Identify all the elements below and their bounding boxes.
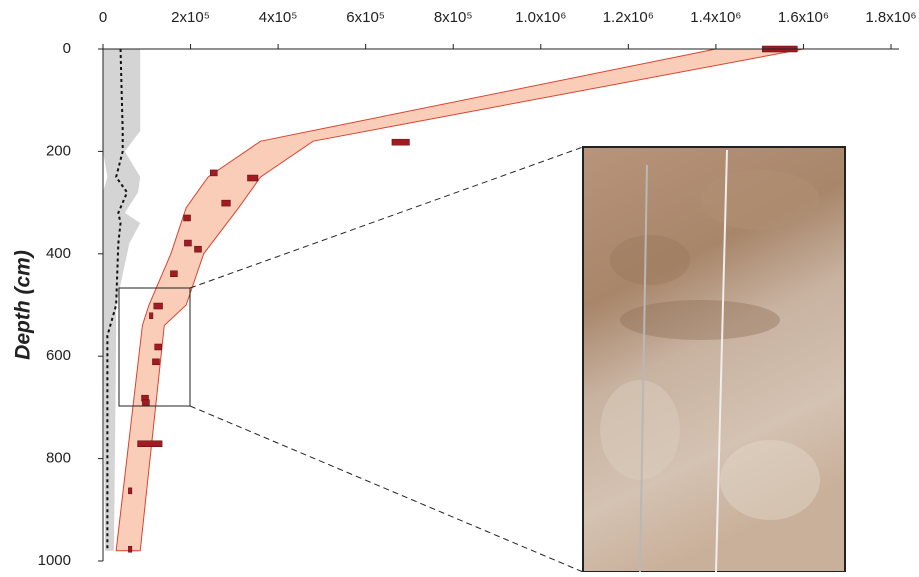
photo-texture xyxy=(700,170,820,230)
x-tick-label: 8x10⁵ xyxy=(434,9,473,26)
measurement xyxy=(183,214,191,222)
measurement xyxy=(210,169,218,177)
measurement xyxy=(149,312,154,320)
measurement xyxy=(152,358,160,366)
x-tick-label: 0 xyxy=(99,9,107,26)
photo-line xyxy=(715,149,728,573)
background-band xyxy=(103,49,141,551)
x-tick-label: 6x10⁵ xyxy=(346,9,385,26)
measurement xyxy=(170,270,178,278)
photo-inset xyxy=(582,146,846,573)
measurement xyxy=(137,440,163,448)
y-tick-label: 0 xyxy=(63,40,71,57)
x-tick-label: 1.8x10⁶ xyxy=(865,9,916,26)
y-tick-label: 200 xyxy=(46,142,71,159)
y-tick-label: 600 xyxy=(46,347,71,364)
x-tick-label: 2x10⁵ xyxy=(171,9,210,26)
measurement xyxy=(391,138,410,146)
photo-texture xyxy=(620,300,780,340)
measurement xyxy=(154,343,162,351)
y-tick-label: 400 xyxy=(46,245,71,262)
y-axis-title: Depth (cm) xyxy=(12,250,35,360)
model-band xyxy=(115,48,804,552)
x-tick-label: 1.2x10⁶ xyxy=(603,9,654,26)
x-tick-label: 1.4x10⁶ xyxy=(690,9,741,26)
measurement xyxy=(184,239,192,247)
zoom-box xyxy=(118,146,584,573)
measurement xyxy=(153,302,163,310)
measurement xyxy=(247,174,259,182)
photo-texture xyxy=(720,440,820,520)
photo-texture xyxy=(610,235,690,285)
x-tick-label: 4x10⁵ xyxy=(259,9,298,26)
measurement xyxy=(142,399,150,407)
measurement xyxy=(221,199,231,207)
measurement xyxy=(194,245,202,253)
measurement xyxy=(128,545,133,553)
y-tick-label: 1000 xyxy=(38,552,71,569)
measurement xyxy=(128,487,133,495)
zoom-rect xyxy=(118,287,191,407)
zoom-connector xyxy=(189,405,584,573)
x-tick-label: 1.6x10⁶ xyxy=(778,9,829,26)
x-tick-label: 1.0x10⁶ xyxy=(515,9,566,26)
plot-area: 0 2x10⁵ 4x10⁵ 6x10⁵ 8x10⁵ 1.0x10⁶ 1.2x10⁶ 1.4x1… xyxy=(38,9,917,569)
background-mean-line xyxy=(106,48,129,551)
y-tick-label: 800 xyxy=(46,450,71,467)
photo-texture xyxy=(600,380,680,480)
photo-line xyxy=(639,164,648,573)
